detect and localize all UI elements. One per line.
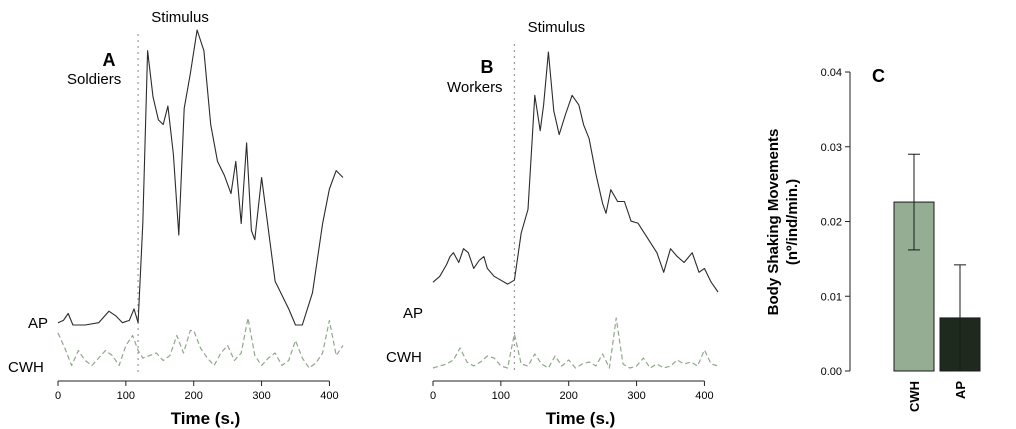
group-label: Workers	[447, 79, 503, 96]
group-label: Soldiers	[67, 71, 121, 88]
y-tick-label: 0.01	[821, 291, 842, 303]
x-axis-title: Time (s.)	[171, 409, 241, 428]
x-tick-label: 0	[55, 390, 61, 402]
series-cwh-label: CWH	[386, 349, 422, 366]
panel-b: 0 100 200 300 400 Time (s.) Stimulus B Workers AP…	[386, 19, 719, 428]
x-tick-label: 400	[320, 390, 338, 402]
category-label-cwh: CWH	[907, 381, 922, 412]
stimulus-label: Stimulus	[528, 19, 586, 36]
y-tick-label: 0.04	[821, 67, 842, 79]
x-tick-label: 200	[185, 390, 203, 402]
series-ap-line	[432, 51, 719, 293]
y-axis-title-line2: (nº/ind/min.)	[784, 179, 801, 265]
y-tick-label: 0.03	[821, 142, 842, 154]
series-ap-label: AP	[403, 305, 423, 322]
category-label-ap: AP	[953, 381, 968, 399]
series-ap-line	[57, 29, 344, 326]
x-tick-label: 300	[627, 390, 645, 402]
panel-letter: B	[481, 57, 494, 77]
panel-letter: C	[872, 66, 885, 86]
x-tick-label: 100	[492, 390, 510, 402]
x-tick-label: 400	[695, 390, 713, 402]
x-axis-title: Time (s.)	[546, 409, 616, 428]
series-cwh-line	[432, 317, 719, 369]
series-ap-label: AP	[28, 315, 48, 332]
y-axis-title-line1: Body Shaking Movements	[765, 129, 782, 316]
x-tick-label: 100	[117, 390, 135, 402]
x-tick-label: 300	[252, 390, 270, 402]
series-cwh-label: CWH	[8, 359, 44, 376]
stimulus-label: Stimulus	[151, 9, 209, 26]
panel-letter: A	[103, 50, 116, 70]
panel-c: 0.00 0.01 0.02 0.03 0.04 Body Shaking Movemen…	[765, 66, 981, 412]
x-tick-label: 0	[430, 390, 436, 402]
series-cwh-line	[57, 317, 344, 369]
y-tick-label: 0.00	[821, 366, 842, 378]
y-tick-label: 0.02	[821, 217, 842, 229]
x-tick-label: 200	[560, 390, 578, 402]
